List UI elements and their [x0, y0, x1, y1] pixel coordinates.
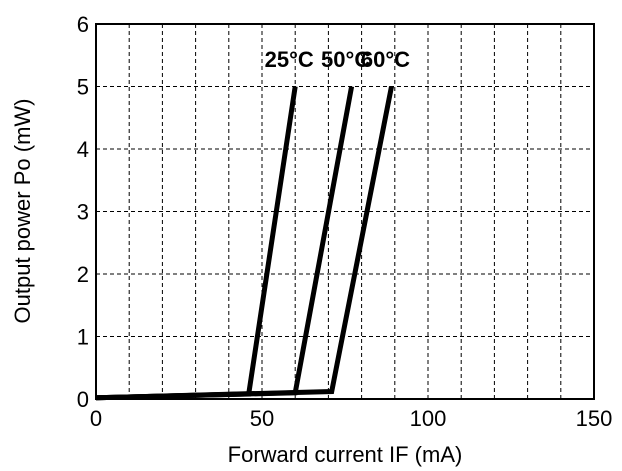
series-line: [95, 86, 355, 401]
y-axis-label: Output power Po (mW): [10, 99, 35, 324]
x-tick-label: 0: [90, 406, 102, 431]
x-axis-label: Forward current IF (mA): [228, 442, 463, 467]
series-curves: [95, 86, 394, 401]
x-tick-labels: 0 50 100 150: [90, 406, 612, 431]
grid-lines: [96, 24, 594, 399]
y-tick-label: 0: [77, 387, 89, 412]
series-line: [95, 86, 394, 401]
series-label: 60°C: [361, 47, 410, 72]
y-tick-label: 4: [77, 137, 89, 162]
x-tick-label: 150: [576, 406, 613, 431]
x-tick-label: 100: [410, 406, 447, 431]
y-tick-labels: 0 1 2 3 4 5 6: [77, 12, 89, 412]
y-tick-label: 2: [77, 262, 89, 287]
series-label: 25°C: [265, 47, 314, 72]
series-labels: 25°C 50°C60°C: [265, 47, 411, 72]
x-tick-label: 50: [250, 406, 274, 431]
y-tick-label: 6: [77, 12, 89, 37]
plot-frame: [95, 23, 595, 400]
series-label: 50°C: [321, 47, 370, 72]
y-tick-label: 5: [77, 75, 89, 100]
y-tick-label: 3: [77, 200, 89, 225]
y-tick-label: 1: [77, 325, 89, 350]
